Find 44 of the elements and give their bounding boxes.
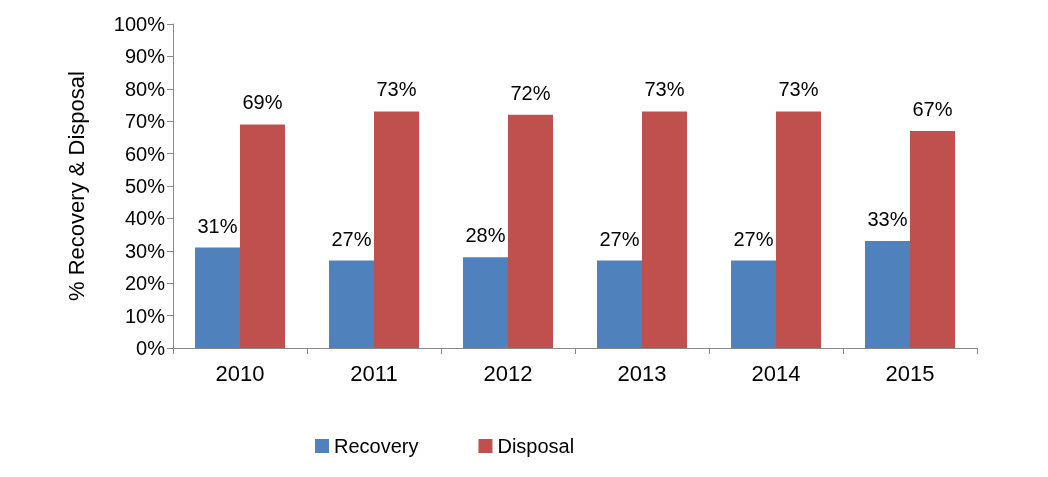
bar	[240, 124, 285, 348]
data-label: 31%	[197, 214, 238, 237]
y-tick-label: 70%	[124, 110, 166, 133]
data-label: 69%	[242, 91, 283, 114]
bar	[463, 257, 508, 348]
data-label: 73%	[778, 78, 819, 101]
data-label: 73%	[376, 78, 417, 101]
x-tick-label: 2014	[751, 360, 801, 386]
y-tick-label: 90%	[124, 45, 166, 68]
bar	[776, 111, 821, 348]
x-tick-label: 2012	[483, 360, 533, 386]
y-tick-label: 40%	[124, 207, 166, 230]
data-label: 72%	[510, 81, 551, 104]
bar	[374, 111, 419, 348]
y-tick-label: 30%	[124, 239, 166, 262]
bar	[508, 114, 553, 348]
legend-label: Recovery	[334, 435, 419, 457]
y-tick-label: 50%	[124, 175, 166, 197]
y-tick-label: 80%	[124, 77, 166, 100]
y-tick-label: 10%	[124, 304, 166, 327]
bar	[731, 260, 776, 348]
data-label: 27%	[331, 227, 372, 250]
bar	[597, 260, 642, 348]
bar	[642, 111, 687, 348]
x-tick-label: 2015	[885, 360, 935, 386]
y-tick-label: 60%	[124, 142, 166, 165]
bar	[865, 241, 910, 348]
y-tick-label: 20%	[124, 272, 166, 295]
x-tick-label: 2013	[617, 360, 667, 386]
y-tick-label: 100%	[113, 13, 166, 35]
data-label: 73%	[644, 78, 685, 101]
bar	[910, 130, 955, 348]
data-label: 67%	[912, 97, 953, 120]
bar	[195, 247, 240, 348]
bar	[329, 260, 374, 348]
y-tick-label: 0%	[136, 337, 166, 359]
y-axis-title: % Recovery & Disposal	[63, 71, 89, 301]
data-label: 27%	[599, 227, 640, 250]
x-tick-label: 2010	[215, 360, 265, 386]
data-label: 27%	[733, 227, 774, 250]
legend-label: Disposal	[497, 435, 575, 457]
x-tick-label: 2011	[350, 360, 398, 386]
data-label: 28%	[465, 224, 506, 247]
data-label: 33%	[867, 208, 908, 231]
